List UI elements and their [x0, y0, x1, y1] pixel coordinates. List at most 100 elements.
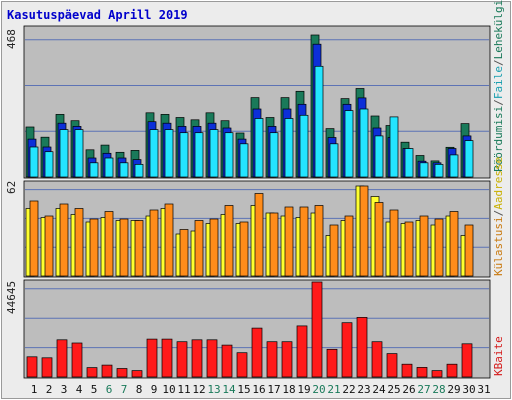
bar-kbytes-day-24: [371, 341, 383, 378]
bar-visits-day-17: [269, 212, 279, 277]
bar-kbytes-day-11: [176, 341, 188, 378]
bar-files-day-14: [224, 132, 234, 178]
bar-files-day-2: [44, 151, 54, 178]
bar-visits-day-2: [44, 215, 54, 277]
bar-visits-day-20: [314, 205, 324, 277]
bar-visits-day-4: [74, 208, 84, 277]
bar-visits-day-14: [224, 205, 234, 277]
bar-files-day-21: [329, 143, 339, 178]
legend-sites-label: Aadresse: [492, 157, 505, 210]
bar-files-day-23: [359, 108, 369, 178]
x-label-day-27: 27: [417, 383, 430, 396]
bar-files-day-1: [29, 146, 39, 178]
bar-files-day-22: [344, 110, 354, 178]
bar-kbytes-day-6: [101, 364, 113, 378]
bar-kbytes-day-20: [311, 281, 323, 378]
bar-files-day-18: [284, 118, 294, 178]
bar-visits-day-11: [179, 229, 189, 277]
x-label-day-8: 8: [136, 383, 143, 396]
x-label-day-21: 21: [327, 383, 340, 396]
x-label-day-29: 29: [447, 383, 460, 396]
x-label-day-7: 7: [121, 383, 128, 396]
x-label-day-23: 23: [357, 383, 370, 396]
bar-kbytes-day-3: [56, 339, 68, 378]
bar-files-day-10: [164, 129, 174, 178]
bar-visits-day-1: [29, 200, 39, 277]
x-label-day-20: 20: [312, 383, 325, 396]
bar-kbytes-day-13: [206, 339, 218, 378]
bar-kbytes-day-8: [131, 370, 143, 378]
bar-files-day-24: [374, 135, 384, 178]
x-label-day-10: 10: [162, 383, 175, 396]
bar-kbytes-day-16: [251, 327, 263, 378]
x-label-day-18: 18: [282, 383, 295, 396]
bar-kbytes-day-5: [86, 367, 98, 378]
bar-visits-day-25: [389, 209, 399, 277]
legend-hits-label: Lehekülgi: [492, 0, 505, 59]
bar-kbytes-day-27: [416, 367, 428, 378]
bar-kbytes-day-25: [386, 353, 398, 378]
x-label-day-1: 1: [31, 383, 38, 396]
bar-files-day-26: [404, 148, 414, 178]
bar-visits-day-22: [344, 215, 354, 277]
bar-visits-day-8: [134, 220, 144, 277]
bar-files-day-15: [239, 143, 249, 178]
bar-visits-day-12: [194, 220, 204, 277]
bar-files-day-3: [59, 129, 69, 178]
x-label-day-13: 13: [207, 383, 220, 396]
bar-kbytes-day-23: [356, 317, 368, 378]
legend-visits-sites: Külastusi/Aadresse: [492, 157, 505, 276]
bar-files-day-17: [269, 132, 279, 178]
x-label-day-26: 26: [402, 383, 415, 396]
bar-files-day-4: [74, 129, 84, 178]
legend-sep-3: /: [492, 210, 505, 217]
legend-kbytes: KBaite: [492, 336, 505, 376]
bar-files-day-20: [314, 65, 324, 178]
bar-files-day-27: [419, 162, 429, 178]
bar-files-day-19: [299, 114, 309, 178]
bar-files-day-6: [104, 157, 114, 178]
x-label-day-17: 17: [267, 383, 280, 396]
bar-visits-day-10: [164, 203, 174, 277]
bar-kbytes-day-10: [161, 338, 173, 378]
bar-kbytes-day-14: [221, 344, 233, 378]
bar-kbytes-day-19: [296, 325, 308, 378]
bar-kbytes-day-15: [236, 352, 248, 378]
bar-visits-day-28: [434, 218, 444, 277]
bar-kbytes-day-18: [281, 341, 293, 378]
legend-sep-2: /: [492, 59, 505, 66]
bar-kbytes-day-30: [461, 343, 473, 378]
bar-visits-day-6: [104, 211, 114, 277]
bar-files-day-8: [134, 164, 144, 178]
bar-visits-day-24: [374, 202, 384, 277]
y-max-label-hits: 468: [5, 29, 18, 49]
bar-visits-day-15: [239, 221, 249, 277]
bars-layer: [25, 34, 474, 378]
bar-files-day-5: [89, 162, 99, 178]
chart-title: Kasutuspäevad Aprill 2019: [7, 8, 188, 22]
legend-hits-files-pages: Pöördumisi/Faile/Lehekülgi: [492, 0, 505, 172]
bar-visits-day-26: [404, 221, 414, 277]
x-label-day-4: 4: [76, 383, 83, 396]
bar-kbytes-day-12: [191, 339, 203, 378]
bar-kbytes-day-1: [26, 356, 38, 378]
x-label-day-25: 25: [387, 383, 400, 396]
bar-visits-day-19: [299, 206, 309, 277]
bar-visits-day-27: [419, 215, 429, 277]
legend-pages-label: Pöördumisi: [492, 106, 505, 172]
x-label-day-3: 3: [61, 383, 68, 396]
x-label-day-31: 31: [477, 383, 490, 396]
x-label-day-15: 15: [237, 383, 250, 396]
bar-visits-day-23: [359, 185, 369, 277]
bar-visits-day-13: [209, 218, 219, 277]
x-label-day-12: 12: [192, 383, 205, 396]
bar-kbytes-day-2: [41, 357, 53, 378]
bar-kbytes-day-28: [431, 370, 443, 378]
bar-files-day-12: [194, 132, 204, 178]
bar-files-day-25: [389, 116, 399, 178]
bar-files-day-30: [464, 140, 474, 178]
bar-files-day-28: [434, 164, 444, 178]
bar-kbytes-day-22: [341, 322, 353, 378]
